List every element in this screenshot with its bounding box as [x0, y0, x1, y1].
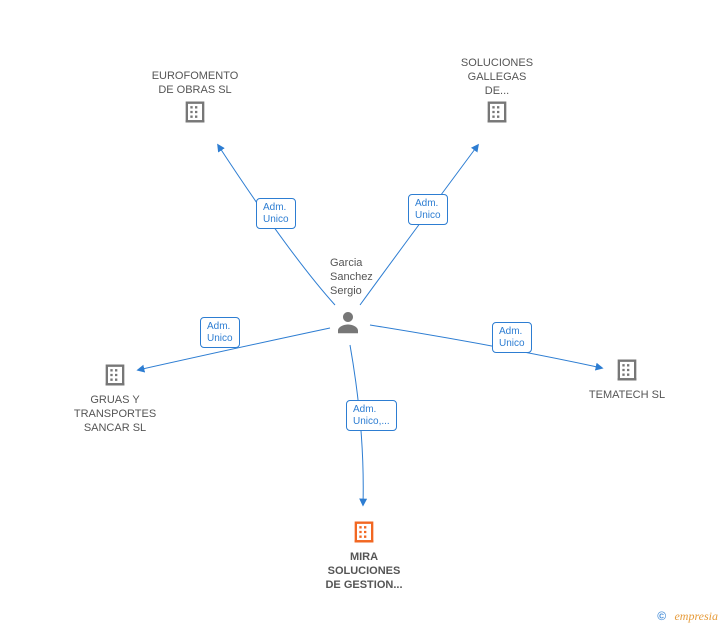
company-label: SOLUCIONESGALLEGASDE... — [437, 57, 557, 98]
edge-line — [370, 325, 602, 368]
company-node[interactable]: GRUAS YTRANSPORTESSANCAR SL — [101, 361, 129, 435]
brand-text: empresia — [674, 609, 718, 623]
building-icon — [350, 518, 378, 546]
center-person-label: GarciaSanchezSergio — [330, 257, 373, 298]
edge-line — [360, 145, 478, 305]
company-label: EUROFOMENTODE OBRAS SL — [135, 70, 255, 98]
edge-label: Adm.Unico — [200, 317, 240, 348]
diagram-canvas: GarciaSanchezSergio EUROFOMENTODE OBRAS S… — [0, 0, 728, 630]
company-label: GRUAS YTRANSPORTESSANCAR SL — [55, 394, 175, 435]
center-person-node[interactable] — [333, 307, 363, 342]
building-icon — [483, 98, 511, 126]
company-node[interactable]: EUROFOMENTODE OBRAS SL — [181, 70, 209, 131]
edge-label: Adm.Unico — [408, 194, 448, 225]
building-icon — [101, 361, 129, 389]
company-node[interactable]: TEMATECH SL — [613, 356, 641, 403]
person-icon — [333, 307, 363, 337]
company-label: TEMATECH SL — [567, 389, 687, 403]
company-label: MIRASOLUCIONESDE GESTION... — [304, 551, 424, 592]
copyright-symbol: © — [657, 609, 666, 623]
building-icon — [181, 98, 209, 126]
watermark: © empresia — [657, 609, 718, 624]
company-node[interactable]: SOLUCIONESGALLEGASDE... — [483, 57, 511, 131]
edge-label: Adm.Unico,... — [346, 400, 397, 431]
edge-label: Adm.Unico — [492, 322, 532, 353]
building-icon — [613, 356, 641, 384]
company-node[interactable]: MIRASOLUCIONESDE GESTION... — [350, 518, 378, 592]
edge-label: Adm.Unico — [256, 198, 296, 229]
